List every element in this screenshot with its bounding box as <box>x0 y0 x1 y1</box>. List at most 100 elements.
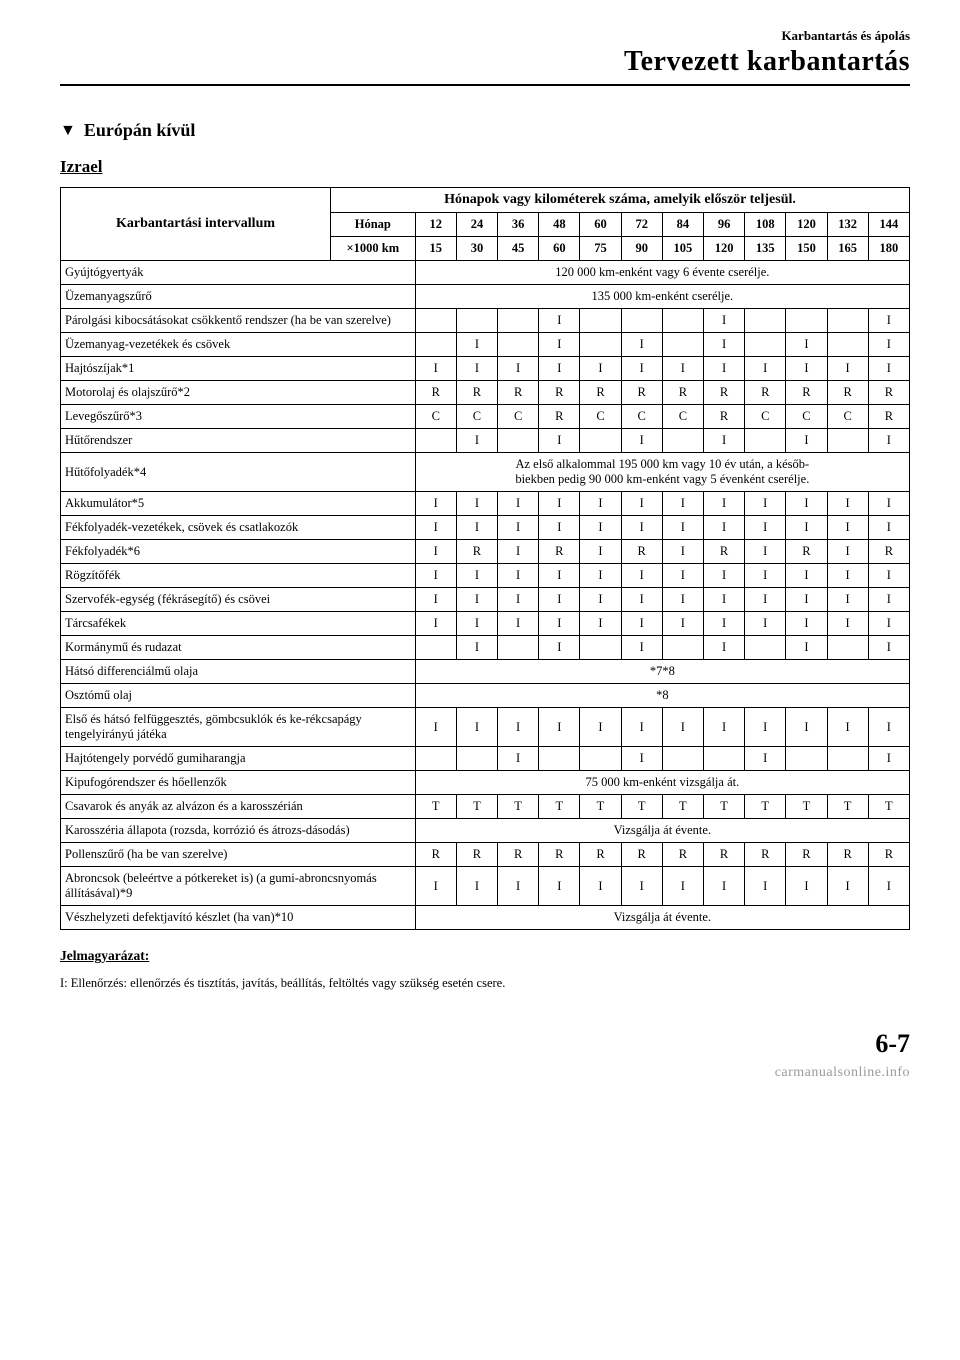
row-cell: I <box>662 540 703 564</box>
row-cell: I <box>827 612 868 636</box>
row-cell: T <box>745 795 786 819</box>
table-row: Abroncsok (beleértve a pótkereket is) (a… <box>61 867 910 906</box>
month-col-10: 132 <box>827 213 868 237</box>
row-cell: R <box>868 381 909 405</box>
row-cell <box>745 636 786 660</box>
row-cell: I <box>456 357 497 381</box>
row-cell <box>662 747 703 771</box>
row-cell <box>703 747 744 771</box>
maintenance-table: Karbantartási intervallumHónapok vagy ki… <box>60 187 910 930</box>
row-label: Kipufogórendszer és hőellenzők <box>61 771 416 795</box>
month-col-0: 12 <box>415 213 456 237</box>
row-cell: I <box>498 564 539 588</box>
row-label: Hátsó differenciálmű olaja <box>61 660 416 684</box>
row-cell: I <box>868 429 909 453</box>
row-cell: R <box>703 381 744 405</box>
row-cell: I <box>415 516 456 540</box>
row-cell <box>745 333 786 357</box>
row-cell: I <box>868 588 909 612</box>
row-cell: I <box>415 540 456 564</box>
row-label: Üzemanyag-vezetékek és csövek <box>61 333 416 357</box>
row-note: *7*8 <box>415 660 909 684</box>
row-cell: I <box>539 309 580 333</box>
row-cell <box>498 309 539 333</box>
row-cell: R <box>827 843 868 867</box>
row-cell: R <box>621 381 662 405</box>
km-col-9: 150 <box>786 237 827 261</box>
km-col-0: 15 <box>415 237 456 261</box>
row-cell <box>498 429 539 453</box>
row-cell: I <box>868 492 909 516</box>
row-cell <box>662 636 703 660</box>
row-cell <box>580 747 621 771</box>
row-cell: I <box>827 540 868 564</box>
table-row: Levegőszűrő*3CCCRCCCRCCCR <box>61 405 910 429</box>
row-cell: I <box>498 612 539 636</box>
row-note: Az első alkalommal 195 000 km vagy 10 év… <box>415 453 909 492</box>
row-label: Abroncsok (beleértve a pótkereket is) (a… <box>61 867 416 906</box>
row-cell: I <box>786 429 827 453</box>
row-cell: I <box>580 708 621 747</box>
km-col-6: 105 <box>662 237 703 261</box>
table-row: Fékfolyadék-vezetékek, csövek és csatlak… <box>61 516 910 540</box>
row-cell: I <box>868 612 909 636</box>
table-row: Párolgási kibocsátásokat csökkentő rends… <box>61 309 910 333</box>
row-cell: I <box>827 708 868 747</box>
row-cell: C <box>456 405 497 429</box>
km-col-4: 75 <box>580 237 621 261</box>
row-cell: I <box>868 309 909 333</box>
row-cell: I <box>827 357 868 381</box>
row-cell: I <box>786 708 827 747</box>
row-cell: I <box>539 357 580 381</box>
row-cell: I <box>539 867 580 906</box>
row-cell: I <box>703 588 744 612</box>
row-cell: I <box>498 747 539 771</box>
row-cell <box>498 333 539 357</box>
row-label: Karosszéria állapota (rozsda, korrózió é… <box>61 819 416 843</box>
row-cell: R <box>539 843 580 867</box>
row-cell: R <box>745 381 786 405</box>
row-cell: I <box>827 867 868 906</box>
row-cell: I <box>456 867 497 906</box>
row-label: Tárcsafékek <box>61 612 416 636</box>
page-header: Karbantartás és ápolás Tervezett karbant… <box>60 28 910 78</box>
row-cell: R <box>621 843 662 867</box>
row-label: Hajtószíjak*1 <box>61 357 416 381</box>
row-cell: C <box>580 405 621 429</box>
legend-title: Jelmagyarázat: <box>60 948 910 964</box>
row-cell: I <box>498 867 539 906</box>
row-cell <box>621 309 662 333</box>
row-cell: I <box>621 333 662 357</box>
km-col-11: 180 <box>868 237 909 261</box>
row-cell: R <box>621 540 662 564</box>
row-cell <box>745 309 786 333</box>
row-cell: I <box>498 357 539 381</box>
row-cell: I <box>415 612 456 636</box>
row-cell: I <box>868 516 909 540</box>
table-row: Üzemanyag-vezetékek és csövekIIIIII <box>61 333 910 357</box>
row-cell: R <box>539 540 580 564</box>
row-label: Szervofék-egység (fékrásegítő) és csövei <box>61 588 416 612</box>
table-body: Gyújtógyertyák120 000 km-enként vagy 6 é… <box>61 261 910 930</box>
row-cell: T <box>415 795 456 819</box>
row-cell: I <box>745 492 786 516</box>
row-cell: I <box>539 708 580 747</box>
subheading: Izrael <box>60 157 910 177</box>
row-cell: I <box>415 357 456 381</box>
row-cell: I <box>580 612 621 636</box>
row-cell: R <box>703 405 744 429</box>
row-cell <box>415 636 456 660</box>
table-row: Fékfolyadék*6IRIRIRIRIRIR <box>61 540 910 564</box>
table-row: TárcsafékekIIIIIIIIIIII <box>61 612 910 636</box>
row-cell: I <box>868 867 909 906</box>
row-cell: R <box>415 843 456 867</box>
row-cell: I <box>498 492 539 516</box>
table-row: Pollenszűrő (ha be van szerelve)RRRRRRRR… <box>61 843 910 867</box>
header-large-text: Tervezett karbantartás <box>60 46 910 78</box>
row-cell: I <box>662 708 703 747</box>
table-head: Karbantartási intervallumHónapok vagy ki… <box>61 188 910 261</box>
row-cell: I <box>621 516 662 540</box>
table-row: Hátsó differenciálmű olaja*7*8 <box>61 660 910 684</box>
row-cell: I <box>703 708 744 747</box>
month-col-5: 72 <box>621 213 662 237</box>
